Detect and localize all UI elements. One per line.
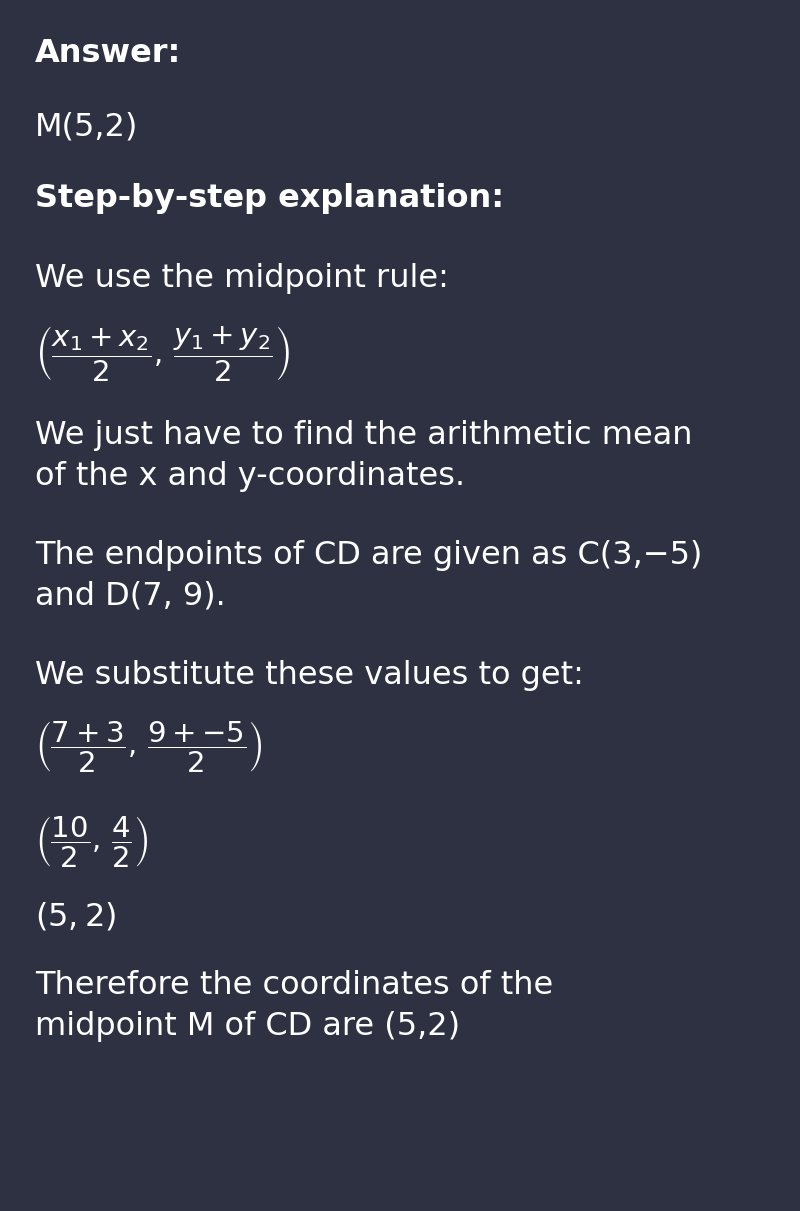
Text: We just have to find the arithmetic mean
of the x and y-coordinates.: We just have to find the arithmetic mean…	[35, 420, 693, 492]
Text: We use the midpoint rule:: We use the midpoint rule:	[35, 263, 449, 294]
Text: $(5, 2)$: $(5, 2)$	[35, 900, 116, 932]
Text: Step-by-step explanation:: Step-by-step explanation:	[35, 183, 504, 214]
Text: The endpoints of CD are given as C(3,−5)
and D(7, 9).: The endpoints of CD are given as C(3,−5)…	[35, 540, 702, 612]
Text: $\left(\dfrac{7+3}{2},\,\dfrac{9+{-5}}{2}\right)$: $\left(\dfrac{7+3}{2},\,\dfrac{9+{-5}}{2…	[35, 721, 263, 775]
Text: Answer:: Answer:	[35, 38, 182, 69]
Text: $\left(\dfrac{x_1+x_2}{2},\,\dfrac{y_1+y_2}{2}\right)$: $\left(\dfrac{x_1+x_2}{2},\,\dfrac{y_1+y…	[35, 325, 290, 384]
Text: M(5,2): M(5,2)	[35, 111, 138, 143]
Text: Therefore the coordinates of the
midpoint M of CD are (5,2): Therefore the coordinates of the midpoin…	[35, 970, 554, 1041]
Text: We substitute these values to get:: We substitute these values to get:	[35, 660, 584, 691]
Text: $\left(\dfrac{10}{2},\,\dfrac{4}{2}\right)$: $\left(\dfrac{10}{2},\,\dfrac{4}{2}\righ…	[35, 815, 149, 871]
